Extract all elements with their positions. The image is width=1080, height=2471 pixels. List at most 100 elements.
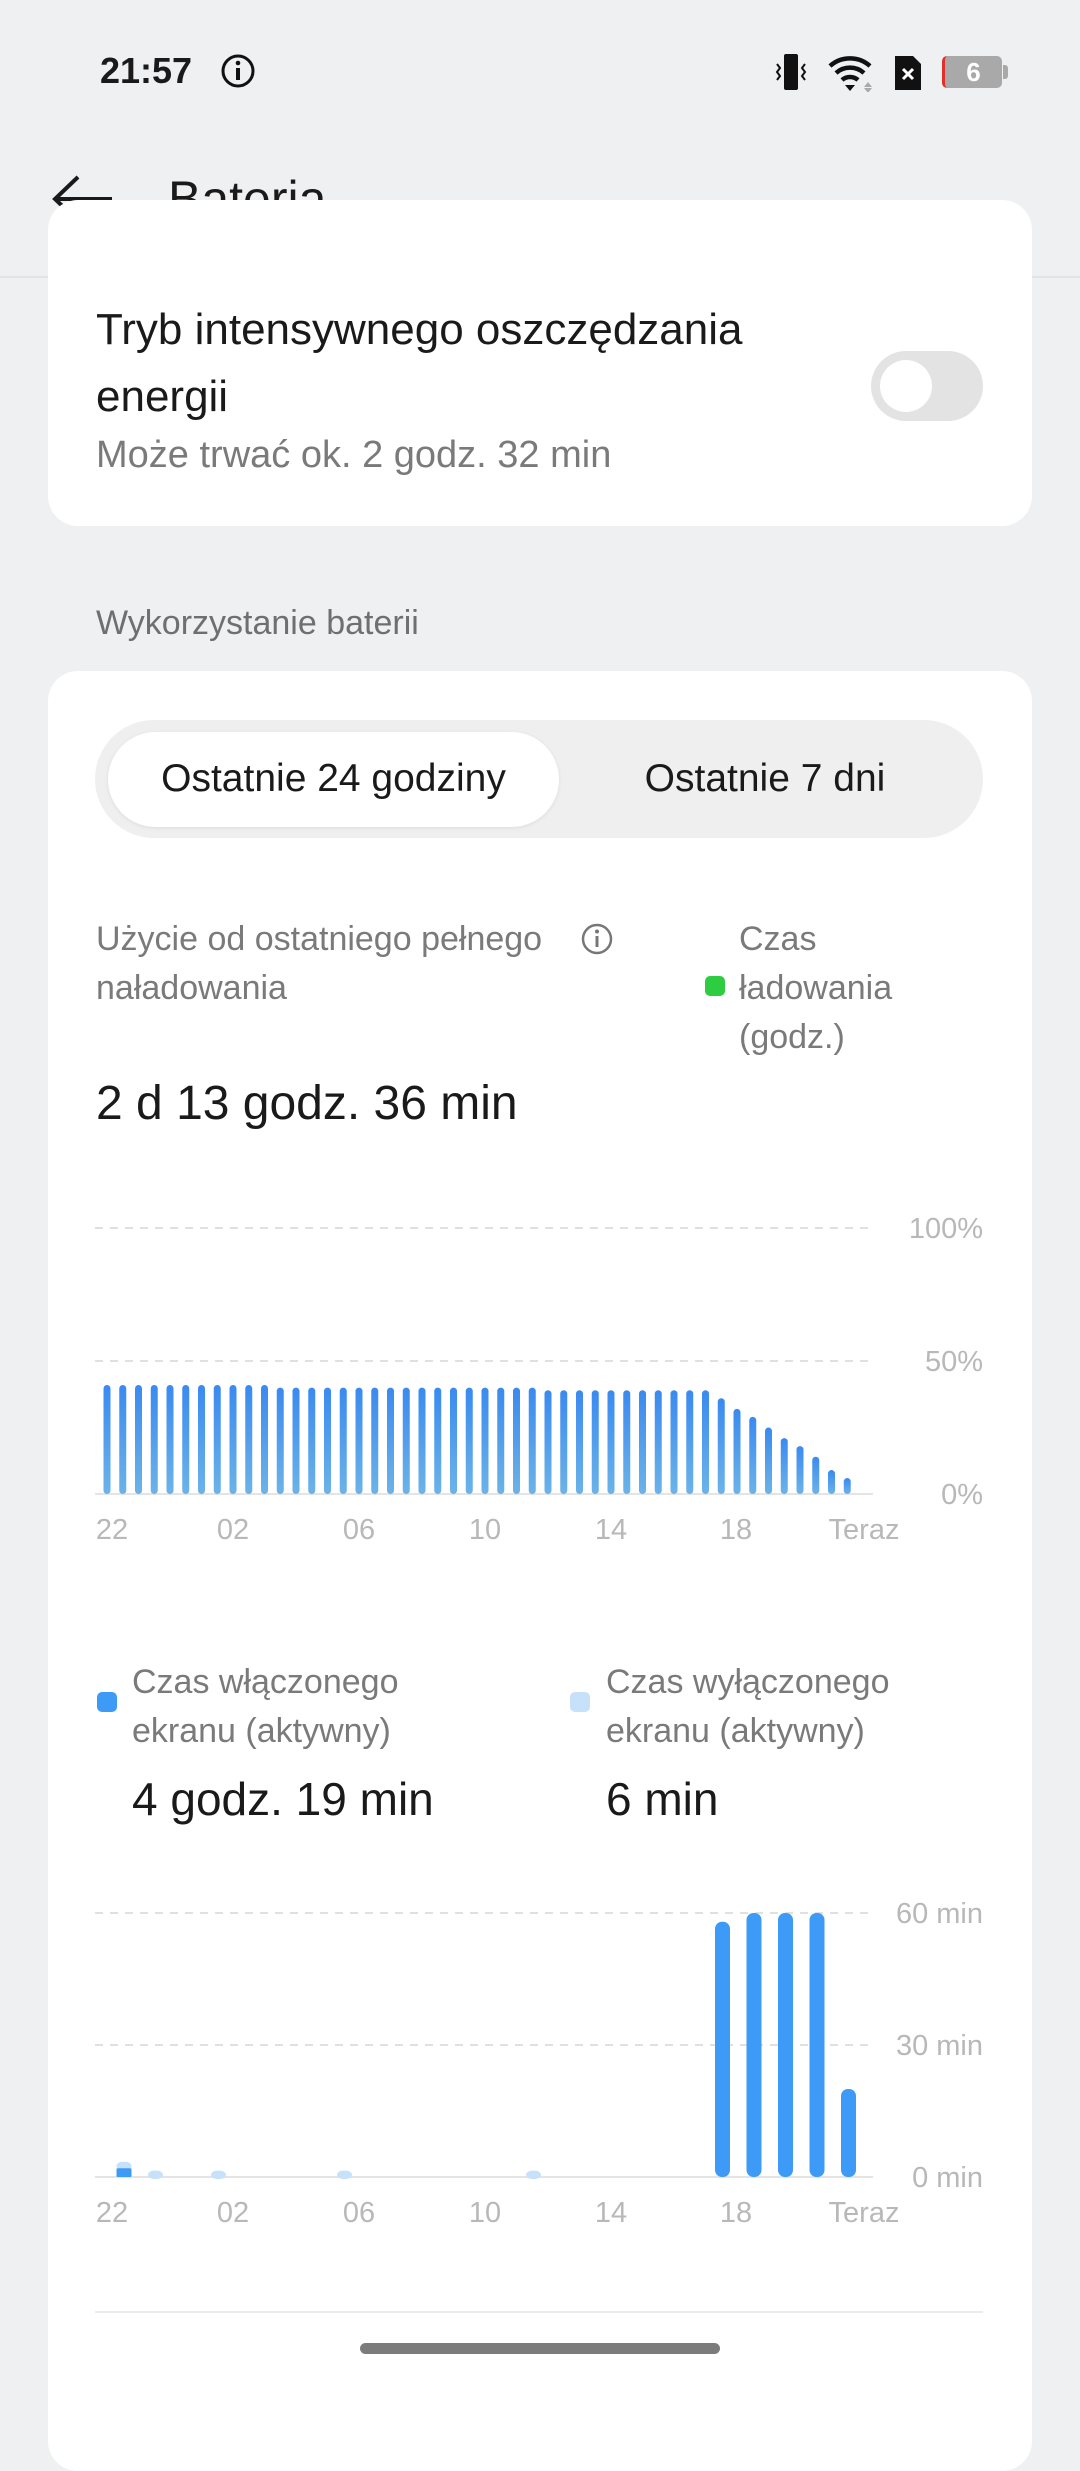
battery-bar [812, 1456, 820, 1494]
battery-bar [198, 1384, 205, 1494]
battery-bar [103, 1384, 111, 1494]
battery-bar [702, 1390, 709, 1494]
sim-missing-icon [895, 56, 921, 90]
battery-bar [544, 1390, 552, 1494]
power-saving-title: Tryb intensywnego oszczędzania energii [96, 305, 743, 421]
battery-bar [182, 1384, 190, 1494]
battery-bar [497, 1387, 505, 1494]
power-saving-subtitle: Może trwać ok. 2 godz. 32 min [96, 434, 612, 476]
battery-bar [339, 1387, 347, 1494]
screen-off-bar [148, 2170, 163, 2179]
divider [95, 2311, 983, 2313]
x-tick-label: 14 [595, 2197, 627, 2229]
battery-bar [828, 1470, 835, 1494]
tab-last-24h-label[interactable]: Ostatnie 24 godziny [161, 757, 506, 800]
battery-bar [135, 1384, 142, 1494]
y-tick-label: 30 min [896, 2030, 983, 2062]
battery-bar [607, 1390, 615, 1494]
x-tick-label: 22 [96, 1514, 128, 1546]
tab-last-7d[interactable]: Ostatnie 7 dni [644, 757, 886, 800]
tab-last-24h[interactable] [108, 732, 559, 827]
battery-bar [119, 1384, 127, 1494]
battery-bar [560, 1390, 568, 1494]
vibrate-icon [775, 54, 807, 90]
battery-bar [481, 1387, 489, 1494]
x-tick-label: 22 [96, 2197, 128, 2229]
screen-off-bar [337, 2170, 352, 2179]
screen-on-bar [809, 1913, 825, 2177]
battery-bar [387, 1387, 394, 1494]
wifi-icon [828, 56, 872, 92]
battery-bar [308, 1387, 316, 1494]
battery-bar [229, 1384, 237, 1494]
battery-bar [733, 1408, 741, 1494]
battery-bar [355, 1387, 363, 1494]
battery-bar [150, 1384, 158, 1494]
x-tick-label: 02 [217, 2197, 249, 2229]
y-tick-label: 100% [909, 1213, 983, 1245]
battery-bar [591, 1390, 599, 1494]
screen-on-value: 4 godz. 19 min [132, 1773, 434, 1825]
battery-bar [670, 1390, 678, 1494]
screen-off-value: 6 min [606, 1773, 719, 1825]
screen-on-bar [715, 1921, 730, 2177]
screen-off-bar [116, 2161, 132, 2171]
battery-bar [276, 1387, 284, 1494]
power-saving-card [48, 200, 1032, 526]
battery-bar [623, 1390, 631, 1494]
x-tick-label: 06 [343, 2197, 375, 2229]
battery-bar [796, 1446, 804, 1494]
battery-bar [465, 1387, 473, 1494]
power-saving-toggle[interactable] [871, 351, 983, 421]
status-time: 21:57 [100, 50, 193, 91]
battery-bar [166, 1384, 174, 1494]
battery-bar [639, 1390, 646, 1494]
battery-bar [528, 1387, 536, 1494]
battery-bar [213, 1384, 221, 1494]
battery-bar [654, 1390, 662, 1494]
battery-bar [450, 1387, 457, 1494]
x-tick-label: Teraz [829, 1514, 900, 1546]
screen-on-legend-dot [97, 1692, 117, 1712]
info-icon[interactable] [580, 922, 614, 956]
screen-off-legend-dot [570, 1692, 590, 1712]
info-icon [221, 54, 255, 88]
battery-bar [261, 1384, 268, 1494]
battery-icon: 6 [942, 56, 1002, 88]
battery-bar [324, 1387, 331, 1494]
charging-legend-label: Czas ładowania (godz.) [739, 920, 893, 1056]
battery-bar [371, 1387, 379, 1494]
screen-on-label: Czas włączonego ekranu (aktywny) [132, 1663, 399, 1750]
x-tick-label: 06 [343, 1514, 375, 1546]
screen-off-label: Czas wyłączonego ekranu (aktywny) [606, 1663, 890, 1750]
x-tick-label: 02 [217, 1514, 249, 1546]
battery-bar [749, 1416, 757, 1494]
battery-bar [686, 1390, 694, 1494]
battery-bar [843, 1478, 851, 1494]
charging-legend-dot [705, 976, 725, 996]
battery-usage-card [48, 671, 1032, 2471]
battery-bar [245, 1384, 253, 1494]
x-tick-label: 14 [595, 1514, 627, 1546]
battery-bar [576, 1390, 583, 1494]
x-tick-label: 10 [469, 2197, 501, 2229]
y-tick-label: 0 min [912, 2162, 983, 2194]
battery-bar [780, 1438, 788, 1494]
battery-bar [292, 1387, 300, 1494]
y-tick-label: 0% [941, 1479, 983, 1511]
screen-on-bar [841, 2089, 856, 2177]
battery-bar [717, 1398, 725, 1494]
battery-bar [513, 1387, 520, 1494]
home-indicator[interactable] [360, 2343, 720, 2354]
screen-off-bar [526, 2170, 541, 2179]
screen-off-bar [211, 2170, 226, 2179]
battery-bar [434, 1387, 442, 1494]
screen-time-chart: 60 min 30 min 0 min 22 02 06 10 14 18 Teraz [95, 1898, 983, 2229]
battery-bar [765, 1427, 772, 1494]
section-label: Wykorzystanie baterii [96, 604, 419, 642]
x-tick-label: 18 [720, 1514, 752, 1546]
battery-bar [402, 1387, 410, 1494]
battery-level-chart: 100% 50% 0% 22 02 06 10 14 18 Teraz [95, 1213, 983, 1546]
battery-bar [418, 1387, 426, 1494]
usage-value: 2 d 13 godz. 36 min [96, 1077, 518, 1130]
